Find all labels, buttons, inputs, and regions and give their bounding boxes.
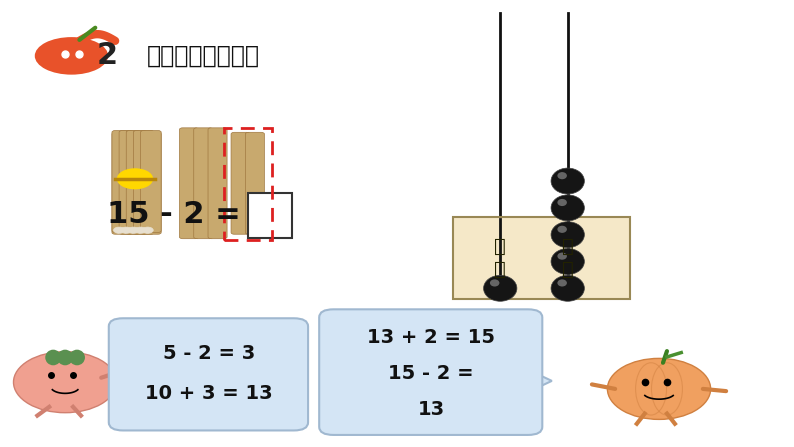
Ellipse shape [551, 195, 584, 221]
FancyBboxPatch shape [109, 318, 308, 430]
Text: 十
位: 十 位 [495, 237, 506, 279]
Polygon shape [528, 370, 552, 392]
Circle shape [114, 227, 125, 233]
Ellipse shape [607, 358, 711, 419]
Circle shape [142, 227, 153, 233]
Circle shape [121, 227, 132, 233]
FancyBboxPatch shape [194, 128, 213, 239]
FancyBboxPatch shape [453, 217, 630, 299]
FancyBboxPatch shape [133, 132, 154, 234]
Ellipse shape [557, 172, 567, 179]
Ellipse shape [557, 226, 567, 233]
FancyBboxPatch shape [112, 132, 133, 234]
FancyBboxPatch shape [126, 131, 147, 232]
Text: 5 - 2 = 3: 5 - 2 = 3 [163, 344, 255, 363]
Text: 2: 2 [97, 42, 118, 70]
Ellipse shape [551, 222, 584, 248]
FancyBboxPatch shape [141, 131, 161, 232]
FancyBboxPatch shape [119, 131, 140, 232]
Ellipse shape [557, 253, 567, 260]
Ellipse shape [45, 350, 61, 365]
FancyBboxPatch shape [319, 309, 542, 435]
Ellipse shape [484, 275, 517, 301]
Ellipse shape [551, 249, 584, 274]
Text: 想一想，算一算。: 想一想，算一算。 [147, 44, 260, 68]
FancyBboxPatch shape [208, 128, 227, 239]
Ellipse shape [557, 279, 567, 287]
Ellipse shape [69, 350, 85, 365]
Ellipse shape [557, 199, 567, 206]
FancyBboxPatch shape [126, 132, 147, 234]
Ellipse shape [13, 352, 117, 413]
Circle shape [118, 169, 152, 189]
FancyBboxPatch shape [231, 132, 250, 234]
Text: 13 + 2 = 15: 13 + 2 = 15 [367, 328, 495, 347]
FancyBboxPatch shape [248, 193, 292, 238]
FancyBboxPatch shape [133, 131, 154, 232]
Text: 10 + 3 = 13: 10 + 3 = 13 [145, 384, 272, 403]
Text: 个
位: 个 位 [562, 237, 573, 279]
Text: 15 - 2 =: 15 - 2 = [388, 364, 474, 383]
Text: 15 - 2 =: 15 - 2 = [107, 200, 241, 229]
Ellipse shape [551, 275, 584, 301]
Ellipse shape [57, 350, 73, 365]
FancyBboxPatch shape [119, 132, 140, 234]
FancyBboxPatch shape [141, 132, 161, 234]
FancyBboxPatch shape [179, 128, 198, 239]
Circle shape [128, 227, 139, 233]
FancyBboxPatch shape [112, 131, 133, 232]
Text: 13: 13 [418, 400, 445, 418]
FancyBboxPatch shape [245, 132, 264, 234]
Ellipse shape [490, 279, 499, 287]
Ellipse shape [551, 168, 584, 194]
Polygon shape [99, 368, 123, 390]
Ellipse shape [35, 37, 108, 75]
Circle shape [135, 227, 146, 233]
